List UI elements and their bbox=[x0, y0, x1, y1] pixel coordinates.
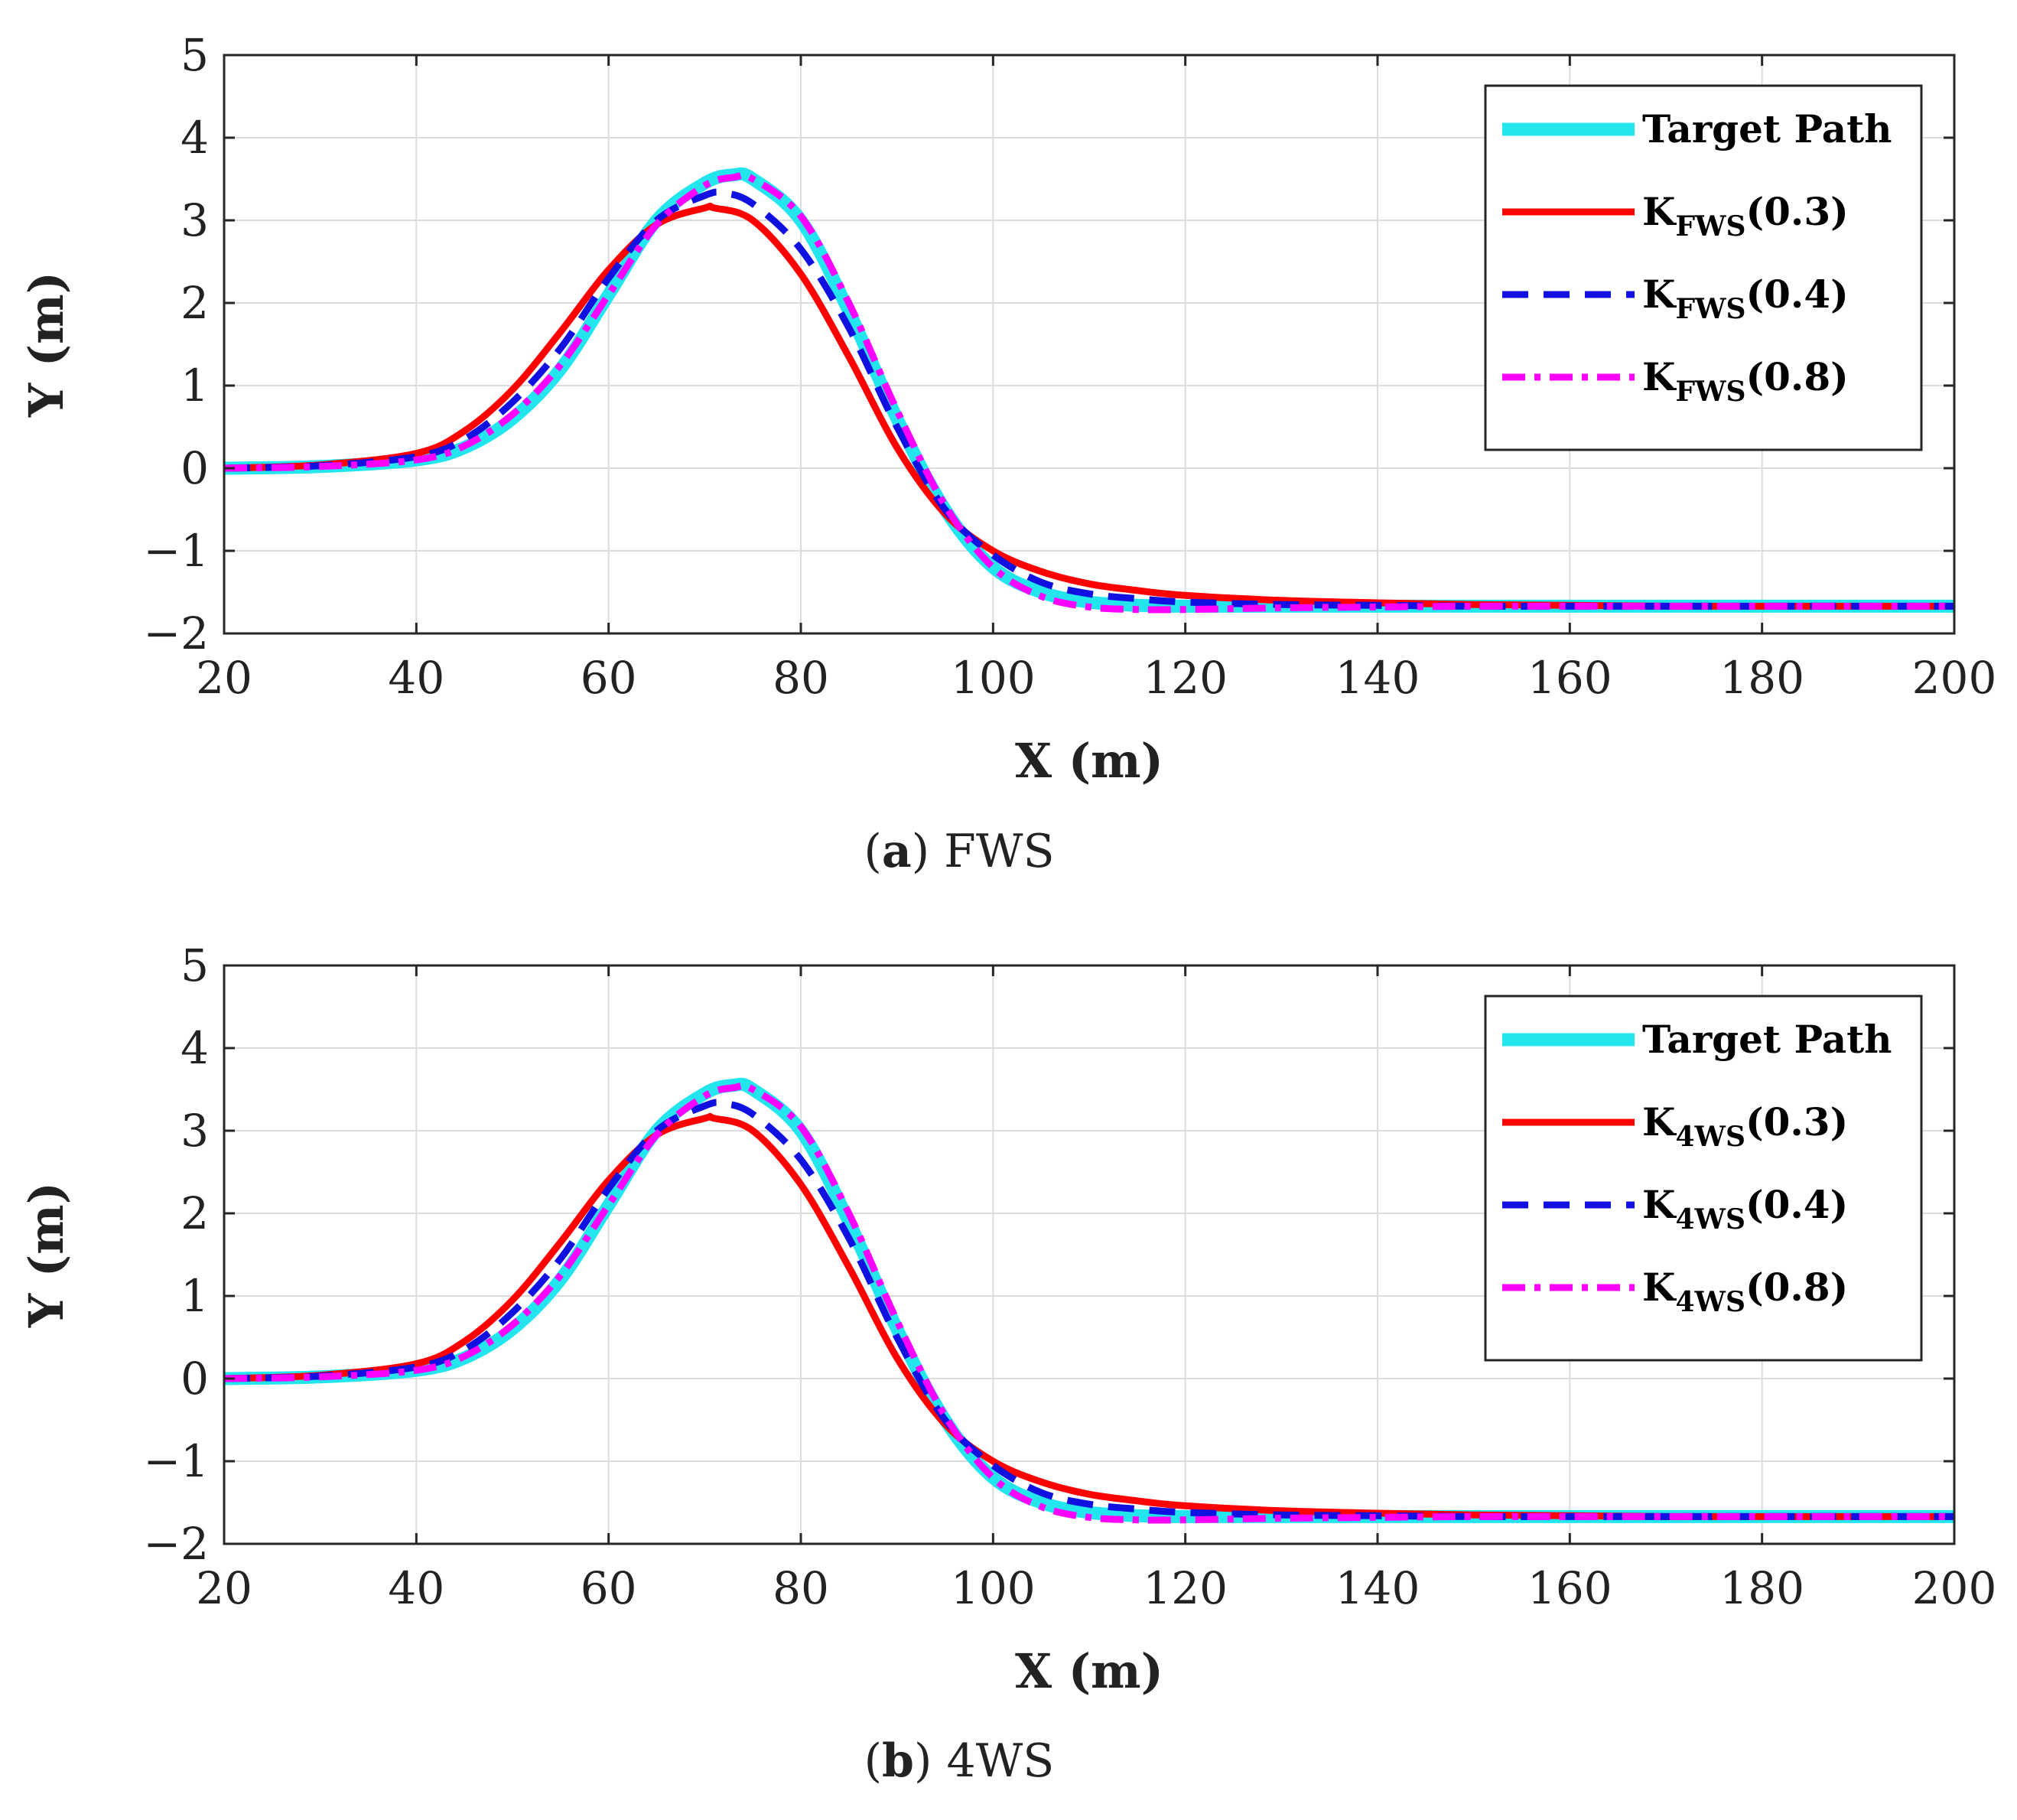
legend-label-tail: (0.3) bbox=[1745, 189, 1848, 234]
caption-paren: ( bbox=[864, 825, 881, 878]
legend-label-subscript: 4WS bbox=[1675, 1286, 1745, 1318]
y-tick-label: 4 bbox=[181, 112, 209, 164]
x-tick-label: 120 bbox=[1143, 1562, 1228, 1614]
x-tick-label: 40 bbox=[388, 1562, 444, 1614]
caption-letter: a bbox=[882, 825, 912, 878]
caption-paren: ( bbox=[864, 1734, 882, 1788]
x-tick-label: 80 bbox=[773, 1562, 829, 1614]
chart-panel-a: 20 40 60 80 100 120 140 160 180 200 −2 −1 0 1 2 3 4 5 X (m… bbox=[18, 29, 1996, 878]
y-tick-label: −2 bbox=[144, 1518, 210, 1570]
y-tick-label: −1 bbox=[144, 525, 210, 577]
legend-label: Target Path bbox=[1642, 106, 1892, 151]
x-tick-label: 40 bbox=[388, 652, 444, 704]
x-tick-label: 160 bbox=[1527, 1562, 1612, 1614]
legend-label-tail: (0.8) bbox=[1745, 1265, 1848, 1310]
y-tick-label: 1 bbox=[181, 360, 209, 412]
x-tick-label: 60 bbox=[581, 652, 637, 704]
legend-label-tail: (0.8) bbox=[1745, 354, 1848, 399]
legend-label: K4WS(0.8) bbox=[1642, 1265, 1848, 1318]
axes-box bbox=[223, 964, 1956, 1545]
y-tick-label: 3 bbox=[181, 194, 209, 246]
legend-label-subscript: FWS bbox=[1675, 293, 1745, 325]
x-tick-label: 80 bbox=[773, 652, 829, 704]
legend-label: Target Path bbox=[1642, 1017, 1892, 1062]
x-tick-label: 160 bbox=[1527, 652, 1612, 704]
y-axis-label: Y (m) bbox=[18, 272, 74, 418]
y-tick-label: 0 bbox=[181, 1353, 209, 1405]
y-tick-label: 5 bbox=[181, 939, 209, 991]
legend-label-main: K bbox=[1642, 1099, 1677, 1144]
y-tick-label: 4 bbox=[181, 1022, 209, 1074]
legend-label-subscript: 4WS bbox=[1675, 1203, 1745, 1236]
y-tick-label: 0 bbox=[181, 442, 209, 494]
chart-panel-b: 20 40 60 80 100 120 140 160 180 200 −2 −1 0 1 2 3 4 5 X (m… bbox=[18, 939, 1996, 1788]
legend-label-subscript: FWS bbox=[1675, 376, 1745, 408]
series-line bbox=[224, 188, 1954, 610]
x-tick-label: 140 bbox=[1335, 1562, 1420, 1614]
y-tick-label: −1 bbox=[144, 1435, 210, 1487]
caption-letter: b bbox=[882, 1734, 914, 1788]
legend-label: KFWS(0.3) bbox=[1642, 189, 1849, 243]
x-tick-label: 100 bbox=[951, 1562, 1036, 1614]
legend-label: K4WS(0.3) bbox=[1642, 1099, 1848, 1153]
legend-label-subscript: 4WS bbox=[1675, 1121, 1745, 1153]
x-axis-label: X (m) bbox=[1015, 1643, 1163, 1699]
x-tick-label: 200 bbox=[1912, 652, 1997, 704]
legend-label: K4WS(0.4) bbox=[1642, 1182, 1848, 1236]
y-tick-label: 3 bbox=[181, 1105, 209, 1157]
y-tick-label: 1 bbox=[181, 1270, 209, 1322]
legend-label-tail: (0.3) bbox=[1745, 1099, 1848, 1144]
axes-box bbox=[223, 54, 1956, 635]
legend-label-tail: (0.4) bbox=[1745, 272, 1848, 317]
caption-text: ) 4WS bbox=[914, 1734, 1054, 1788]
x-tick-label: 20 bbox=[196, 1562, 252, 1614]
legend-label: KFWS(0.4) bbox=[1642, 272, 1849, 325]
x-tick-label: 180 bbox=[1719, 652, 1804, 704]
x-tick-label: 180 bbox=[1719, 1562, 1804, 1614]
series-group bbox=[224, 167, 1954, 614]
x-tick-label: 200 bbox=[1912, 1562, 1997, 1614]
x-tick-label: 120 bbox=[1143, 652, 1228, 704]
legend-label-subscript: FWS bbox=[1675, 210, 1745, 243]
x-tick-label: 140 bbox=[1335, 652, 1420, 704]
legend-label-main: K bbox=[1642, 1182, 1677, 1227]
x-tick-label: 100 bbox=[951, 652, 1036, 704]
panel-caption: (b) 4WS bbox=[864, 1734, 1055, 1788]
y-tick-label: 2 bbox=[181, 277, 209, 329]
panel-caption: (a) FWS bbox=[864, 825, 1054, 878]
y-tick-label: 2 bbox=[181, 1187, 209, 1239]
caption-text: ) FWS bbox=[912, 825, 1055, 878]
legend-label-tail: (0.4) bbox=[1745, 1182, 1848, 1227]
legend-label: KFWS(0.8) bbox=[1642, 354, 1849, 408]
y-tick-label: −2 bbox=[144, 607, 210, 659]
legend-label-main: K bbox=[1642, 189, 1677, 234]
x-tick-label: 60 bbox=[581, 1562, 637, 1614]
legend-box bbox=[1484, 84, 1923, 451]
legend-label-main: K bbox=[1642, 354, 1677, 399]
legend-label-main: K bbox=[1642, 272, 1677, 317]
legend-label-main: K bbox=[1642, 1265, 1677, 1310]
series-line bbox=[224, 1082, 1954, 1524]
series-line bbox=[224, 1099, 1954, 1520]
series-group bbox=[224, 1077, 1954, 1524]
legend-box bbox=[1484, 995, 1923, 1362]
x-axis-label: X (m) bbox=[1015, 733, 1163, 789]
y-tick-label: 5 bbox=[181, 29, 209, 81]
series-line bbox=[224, 171, 1954, 614]
y-axis-label: Y (m) bbox=[18, 1182, 74, 1328]
x-tick-label: 20 bbox=[196, 652, 252, 704]
